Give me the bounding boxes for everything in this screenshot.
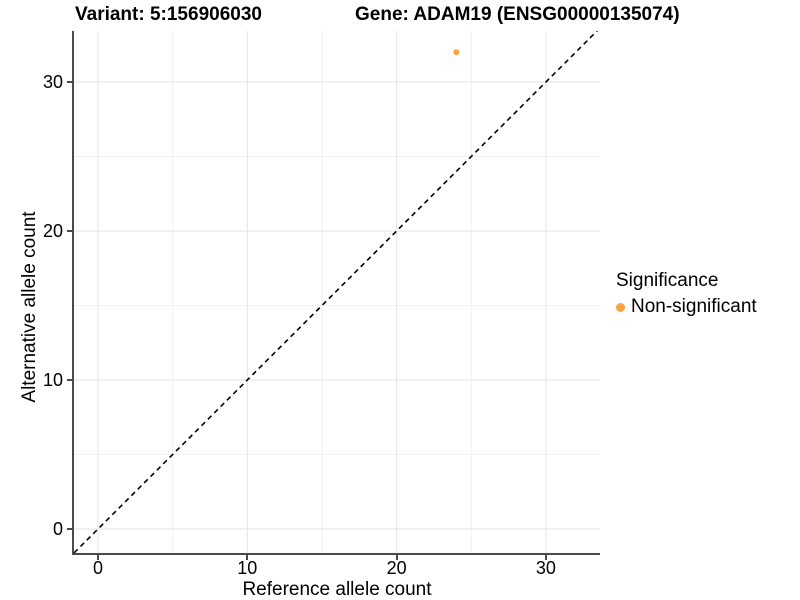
x-tick-label: 0	[92, 558, 103, 578]
legend: Significance Non-significant	[616, 270, 757, 318]
y-axis-line	[72, 31, 74, 555]
y-axis-title: Alternative allele count	[19, 211, 40, 403]
y-tick-mark	[67, 528, 72, 530]
y-tick-mark	[67, 379, 72, 381]
x-tick-mark	[395, 555, 398, 560]
identity-line	[73, 27, 601, 554]
plot-grid-and-data	[73, 27, 601, 554]
x-axis-line	[72, 553, 600, 555]
x-tick-mark	[97, 555, 99, 560]
y-tick-label: 10	[42, 370, 63, 390]
x-tick-label: 10	[237, 558, 258, 578]
x-tick-label: 20	[386, 558, 407, 578]
y-tick-mark	[67, 81, 72, 83]
y-tick-label: 20	[42, 221, 63, 241]
plot-title-variant: Variant: 5:156906030	[75, 4, 262, 25]
plot-title-gene: Gene: ADAM19 (ENSG00000135074)	[355, 4, 680, 25]
y-tick-mark	[67, 230, 72, 232]
legend-point-icon	[616, 302, 625, 312]
x-tick-label: 30	[535, 558, 556, 578]
data-point	[453, 49, 460, 56]
plot-panel	[73, 27, 601, 554]
x-axis-title: Reference allele count	[242, 579, 432, 600]
legend-title: Significance	[616, 270, 719, 291]
y-tick-label: 30	[42, 72, 63, 92]
y-tick-label: 0	[52, 519, 63, 539]
x-tick-mark	[246, 555, 249, 560]
legend-item-label: Non-significant	[631, 296, 757, 317]
x-tick-mark	[544, 555, 547, 560]
legend-item: Non-significant	[616, 296, 757, 318]
